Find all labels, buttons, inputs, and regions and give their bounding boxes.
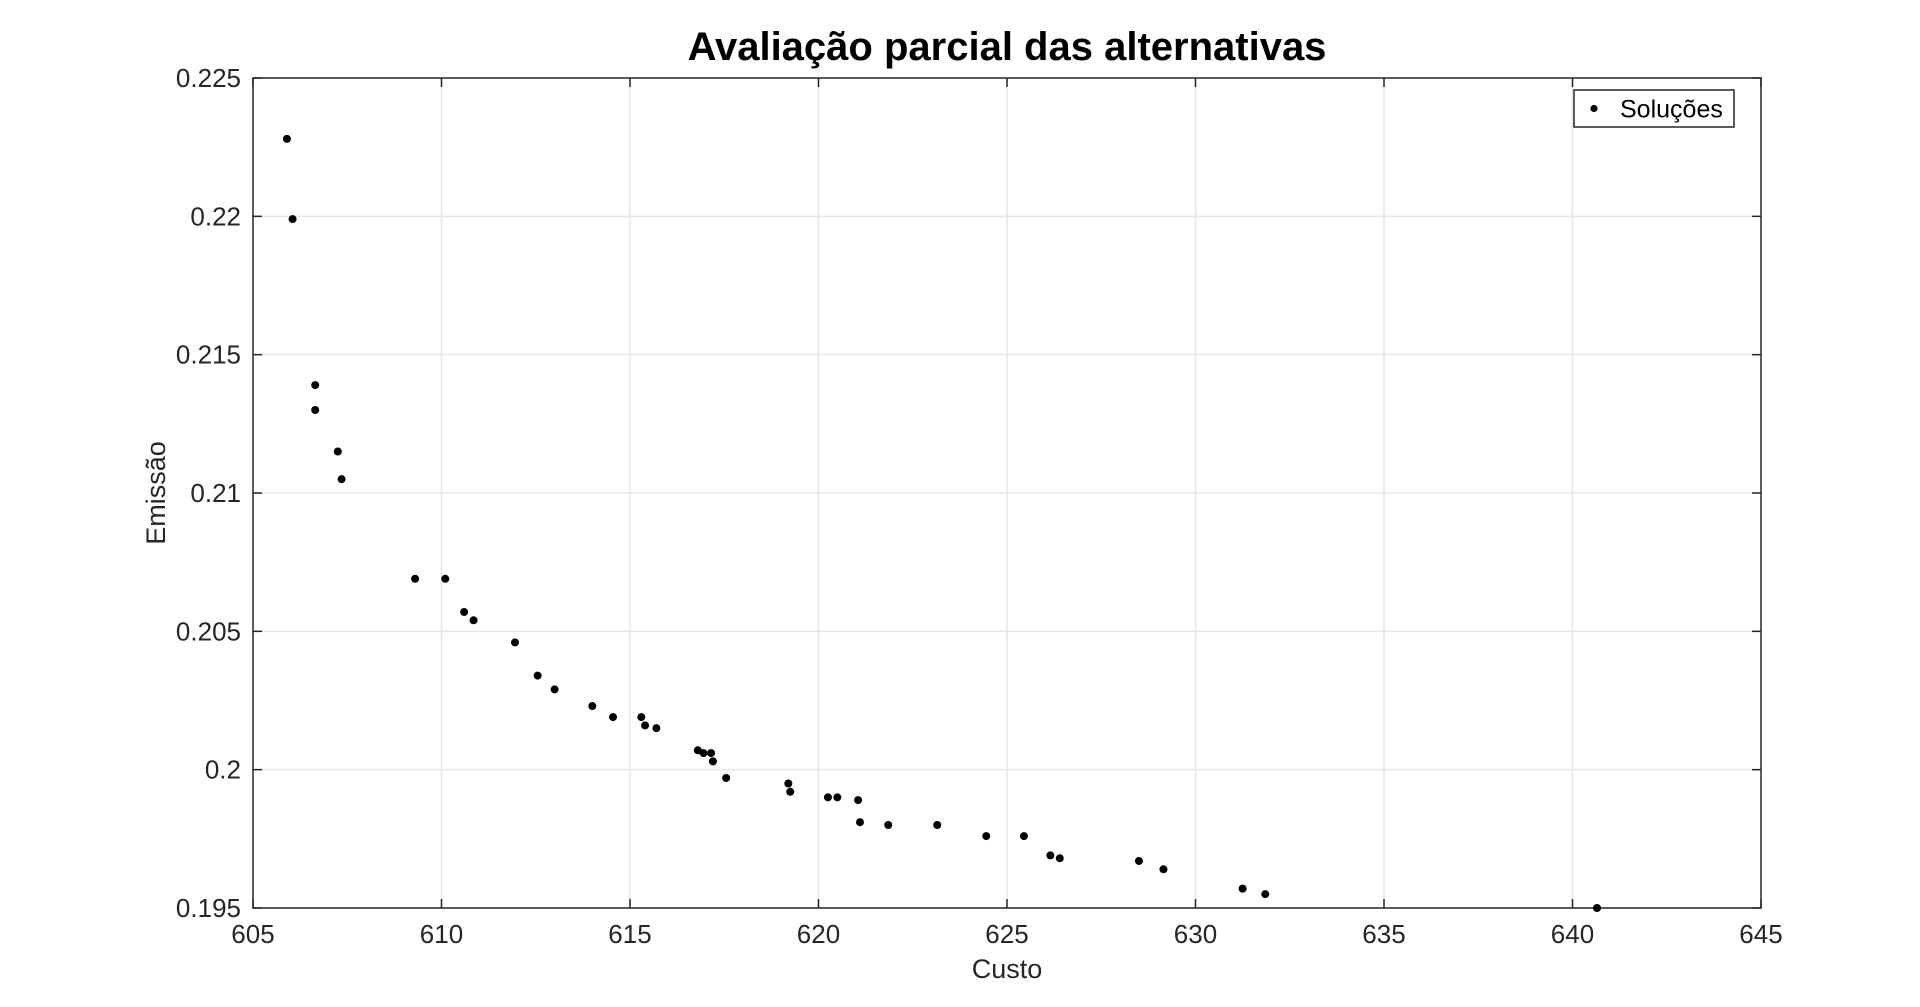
y-tick-label: 0.195 — [176, 893, 241, 923]
data-point — [333, 447, 342, 456]
data-point — [511, 638, 520, 647]
data-points — [282, 134, 1602, 912]
x-tick-label: 610 — [420, 919, 463, 949]
chart-title: Avaliação parcial das alternativas — [688, 25, 1327, 69]
legend[interactable]: Soluções — [1573, 89, 1735, 128]
data-point — [1159, 865, 1168, 874]
data-point — [311, 406, 320, 414]
data-point — [1046, 851, 1055, 860]
grid — [253, 78, 1761, 908]
data-point — [855, 818, 864, 827]
data-point — [609, 713, 618, 722]
data-point — [707, 749, 716, 758]
data-point — [588, 702, 597, 711]
y-tick-label: 0.22 — [190, 201, 241, 231]
x-tick-label: 605 — [231, 919, 274, 949]
data-point — [1238, 884, 1247, 893]
x-tick-label: 635 — [1362, 919, 1405, 949]
data-point — [1134, 856, 1143, 865]
y-axis-label: Emissão — [141, 441, 171, 545]
data-point — [823, 793, 832, 802]
data-point — [854, 796, 863, 805]
data-point — [884, 821, 893, 829]
x-tick-label: 625 — [985, 919, 1028, 949]
data-point — [1055, 854, 1064, 863]
data-point — [1261, 890, 1270, 899]
data-point — [550, 685, 559, 694]
y-tick-label: 0.215 — [176, 340, 241, 370]
ticks: 605 610 615 620 625 630 635 640 645 0.195 0.2 0.205… — [176, 63, 1783, 949]
data-point — [337, 475, 346, 484]
data-point — [637, 713, 646, 722]
y-tick-label: 0.2 — [205, 755, 241, 785]
data-point — [533, 671, 542, 680]
x-tick-label: 645 — [1739, 919, 1782, 949]
data-point — [982, 832, 991, 841]
legend-box — [1573, 89, 1735, 128]
legend-marker — [1590, 104, 1598, 113]
data-point — [411, 574, 420, 583]
data-point — [469, 616, 478, 625]
data-point — [288, 215, 297, 224]
y-tick-label: 0.205 — [176, 616, 241, 646]
data-point — [1593, 904, 1602, 912]
data-point — [652, 724, 661, 733]
data-point — [786, 787, 795, 796]
x-tick-label: 630 — [1174, 919, 1217, 949]
x-tick-label: 615 — [608, 919, 651, 949]
x-axis-label: Custo — [972, 954, 1043, 984]
data-point — [460, 607, 469, 616]
data-point — [441, 574, 450, 583]
y-tick-label: 0.21 — [190, 478, 241, 508]
y-tick-label: 0.225 — [176, 63, 241, 93]
data-point — [933, 821, 942, 829]
data-point — [311, 381, 320, 390]
data-point — [784, 779, 793, 788]
legend-label: Soluções — [1620, 96, 1723, 124]
data-point — [699, 749, 708, 758]
data-point — [641, 721, 650, 730]
data-point — [833, 793, 842, 802]
data-point — [282, 134, 291, 143]
data-point — [722, 773, 731, 782]
data-point — [1019, 832, 1028, 841]
x-tick-label: 640 — [1551, 919, 1594, 949]
data-point — [708, 757, 717, 766]
x-tick-label: 620 — [797, 919, 840, 949]
